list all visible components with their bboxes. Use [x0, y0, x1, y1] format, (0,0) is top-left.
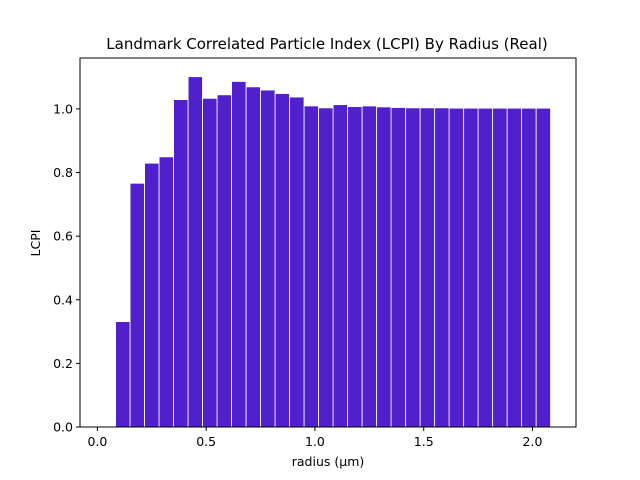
bar [449, 108, 464, 428]
bars-group [115, 77, 551, 428]
bar [406, 108, 420, 427]
x-tick-label: 1.5 [414, 434, 434, 449]
bar [333, 105, 348, 427]
x-tick-label: 0.5 [196, 434, 216, 449]
bar [115, 322, 130, 427]
bar [377, 107, 391, 428]
x-tick-label: 1.0 [305, 434, 325, 449]
bar [275, 93, 290, 428]
y-tick-label: 0.0 [53, 420, 73, 435]
bar [391, 107, 406, 428]
x-tick-label: 0.0 [87, 434, 107, 449]
y-tick-label: 0.2 [53, 356, 73, 371]
bar [304, 106, 319, 428]
bar [217, 95, 232, 427]
bar [246, 87, 261, 428]
bar [464, 108, 478, 428]
bar [536, 108, 551, 428]
bar [493, 108, 507, 428]
y-tick-label: 0.8 [53, 165, 73, 180]
bar [420, 108, 435, 427]
bar [435, 108, 449, 427]
x-axis-label: radius (μm) [292, 454, 365, 469]
y-tick-label: 1.0 [53, 101, 73, 116]
x-tick-label: 2.0 [523, 434, 543, 449]
bar [144, 163, 159, 427]
bar [130, 183, 145, 427]
bar [522, 108, 536, 428]
bar [261, 90, 275, 428]
bar [188, 77, 203, 427]
bar [348, 106, 362, 428]
y-tick-label: 0.4 [53, 292, 73, 307]
bar [507, 108, 522, 428]
bar [478, 108, 493, 428]
x-axis-ticks: 0.0 0.5 1.0 1.5 2.0 [87, 427, 542, 449]
bar [173, 99, 188, 427]
bar [290, 97, 304, 427]
y-tick-label: 0.6 [53, 229, 73, 244]
bar [159, 157, 174, 427]
y-axis-label: LCPI [28, 230, 43, 257]
bar [319, 108, 333, 427]
y-axis-ticks: 0.0 0.2 0.4 0.6 0.8 1.0 [53, 101, 80, 435]
bar [232, 81, 246, 427]
bar [362, 106, 377, 428]
plot-frame [79, 57, 577, 428]
chart-title: Landmark Correlated Particle Index (LCPI… [106, 35, 547, 53]
bar [203, 98, 217, 428]
